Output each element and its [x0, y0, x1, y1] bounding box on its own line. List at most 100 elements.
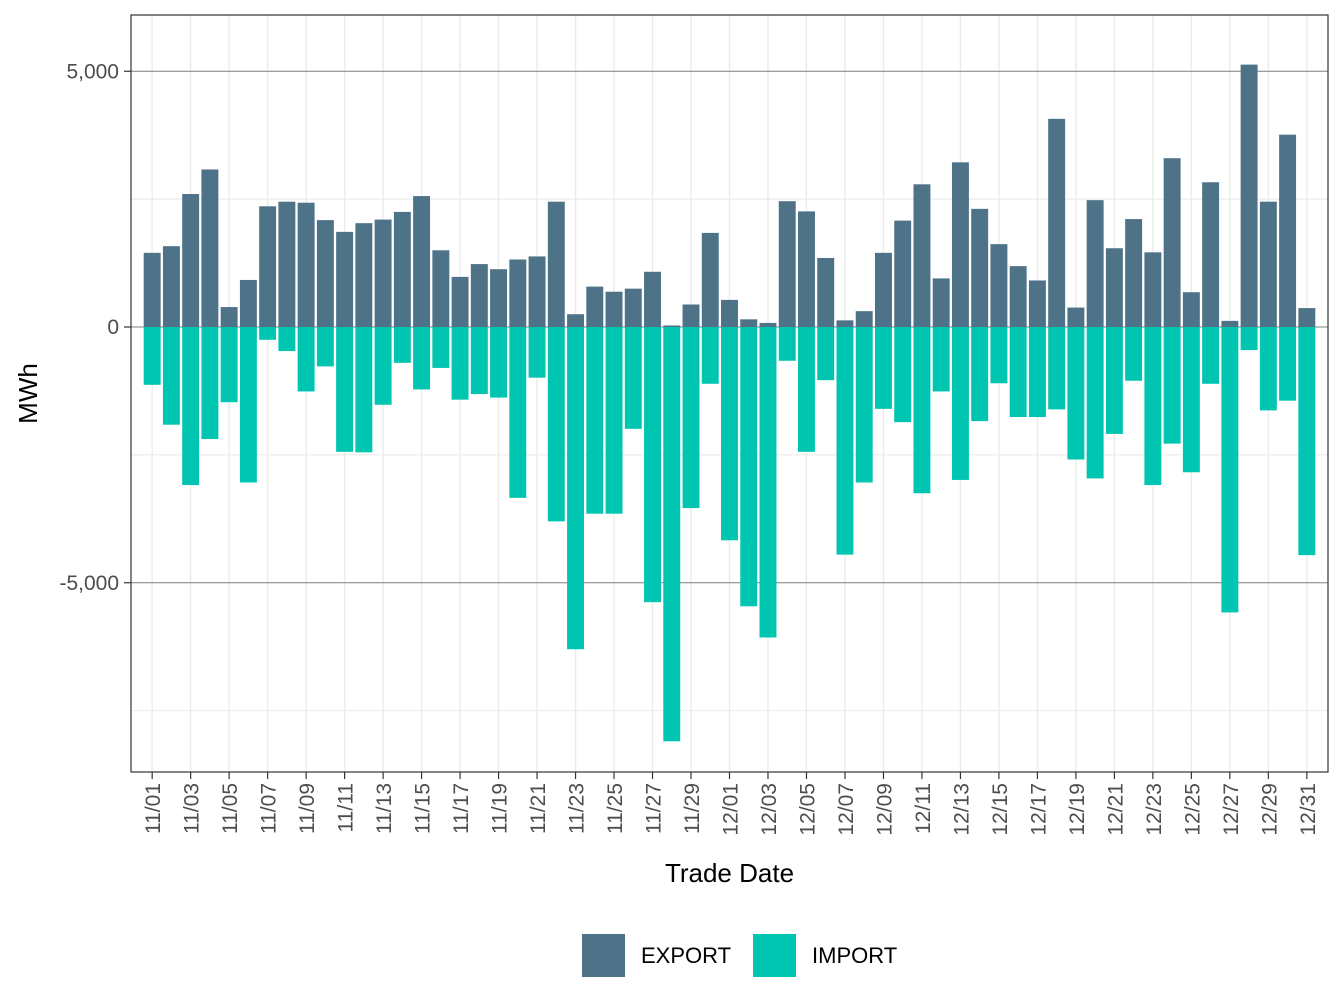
import-bar-12-08: [855, 327, 873, 483]
x-tick-label: 11/13: [373, 783, 396, 834]
import-bar-12-14: [971, 327, 989, 422]
export-bar-12-12: [932, 278, 950, 328]
import-bar-12-27: [1221, 327, 1239, 613]
import-bar-11-11: [336, 327, 354, 452]
export-bar-12-20: [1086, 200, 1104, 328]
export-bar-11-01: [143, 252, 161, 328]
export-bar-12-27: [1221, 320, 1239, 328]
import-bar-11-06: [239, 327, 257, 483]
import-bar-11-13: [374, 327, 392, 405]
import-bar-12-16: [1009, 327, 1027, 418]
import-bar-12-24: [1163, 327, 1181, 444]
export-legend-label: EXPORT: [641, 943, 731, 968]
export-bar-11-06: [239, 279, 257, 328]
export-bar-11-25: [605, 291, 623, 328]
x-tick-label: 12/03: [758, 783, 781, 836]
import-bar-11-18: [470, 327, 488, 395]
import-bar-12-30: [1279, 327, 1297, 401]
x-axis-title: Trade Date: [665, 858, 794, 888]
export-bar-12-07: [836, 320, 854, 328]
export-bar-12-03: [759, 322, 777, 328]
import-bar-11-29: [682, 327, 700, 509]
export-bar-11-03: [182, 194, 200, 328]
import-bar-12-15: [990, 327, 1008, 384]
export-bar-11-15: [413, 196, 431, 328]
export-bar-12-06: [817, 257, 835, 328]
import-bar-12-31: [1298, 327, 1316, 556]
x-tick-label: 12/27: [1220, 783, 1243, 836]
export-bar-11-17: [451, 276, 469, 328]
x-tick-label: 11/05: [219, 783, 242, 834]
x-tick-label: 12/29: [1258, 783, 1281, 836]
import-bar-11-16: [432, 327, 450, 368]
import-bar-12-03: [759, 327, 777, 638]
export-bar-12-10: [894, 220, 912, 328]
import-bar-11-02: [162, 327, 180, 425]
x-tick-label: 11/07: [258, 783, 281, 834]
x-tick-label: 12/13: [950, 783, 973, 836]
import-bar-11-19: [490, 327, 508, 398]
export-bar-11-19: [490, 269, 508, 328]
export-bar-12-13: [951, 162, 969, 328]
export-bar-12-21: [1105, 248, 1123, 328]
y-tick-label: 0: [107, 316, 119, 339]
import-bar-12-23: [1144, 327, 1162, 486]
x-tick-label: 11/11: [335, 783, 358, 832]
x-tick-label: 12/07: [835, 783, 858, 836]
import-bar-12-01: [721, 327, 738, 541]
export-bar-11-29: [682, 304, 700, 328]
export-bar-12-01: [721, 299, 738, 328]
export-bar-12-05: [798, 211, 815, 328]
import-legend-label: IMPORT: [812, 943, 897, 968]
import-bar-11-10: [316, 327, 334, 367]
x-tick-label: 12/31: [1297, 783, 1320, 836]
export-bar-12-23: [1144, 252, 1162, 328]
import-bar-12-09: [874, 327, 892, 409]
import-bar-12-06: [817, 327, 835, 381]
export-bar-12-09: [874, 252, 892, 328]
import-bar-11-20: [509, 327, 527, 498]
x-tick-label: 11/23: [566, 783, 589, 834]
export-bar-11-13: [374, 219, 392, 328]
import-bar-12-11: [913, 327, 931, 494]
export-bar-11-18: [470, 264, 488, 328]
export-bar-11-14: [393, 211, 411, 328]
import-bar-12-25: [1182, 327, 1200, 473]
x-tick-label: 12/19: [1066, 783, 1089, 836]
export-bar-11-09: [297, 202, 315, 328]
import-bar-11-26: [624, 327, 642, 429]
x-tick-label: 11/29: [681, 783, 704, 834]
export-bar-12-11: [913, 184, 931, 328]
x-tick-label: 12/09: [873, 783, 896, 836]
import-bar-12-05: [798, 327, 815, 452]
x-tick-label: 11/17: [450, 783, 473, 834]
export-bar-11-05: [220, 307, 238, 328]
x-tick-label: 11/01: [142, 783, 165, 834]
legend: EXPORT IMPORT: [582, 934, 897, 977]
y-tick-label: -5,000: [59, 572, 119, 595]
import-bar-12-21: [1105, 327, 1123, 434]
export-bar-11-07: [259, 206, 277, 328]
import-bar-12-13: [951, 327, 969, 480]
export-bar-11-27: [644, 271, 661, 328]
x-tick-label: 12/05: [796, 783, 819, 836]
y-axis: -5,000 0 5,000: [59, 60, 131, 595]
x-tick-label: 12/01: [720, 783, 743, 836]
export-bar-12-24: [1163, 158, 1181, 328]
export-legend-swatch: [582, 934, 625, 977]
export-bar-12-17: [1028, 280, 1046, 328]
import-bar-11-25: [605, 327, 623, 514]
import-bar-11-12: [355, 327, 373, 453]
export-bar-11-08: [278, 201, 296, 328]
x-tick-label: 12/21: [1104, 783, 1127, 836]
export-bar-11-30: [701, 232, 719, 328]
export-bar-12-02: [740, 319, 758, 328]
y-tick-label: 5,000: [66, 60, 119, 83]
export-bar-12-28: [1240, 64, 1258, 328]
x-tick-label: 12/23: [1143, 783, 1166, 836]
import-bar-11-22: [547, 327, 565, 522]
export-bar-11-28: [663, 325, 681, 328]
export-bar-12-25: [1182, 292, 1200, 328]
x-tick-label: 12/15: [989, 783, 1012, 836]
x-tick-label: 11/09: [296, 783, 319, 834]
